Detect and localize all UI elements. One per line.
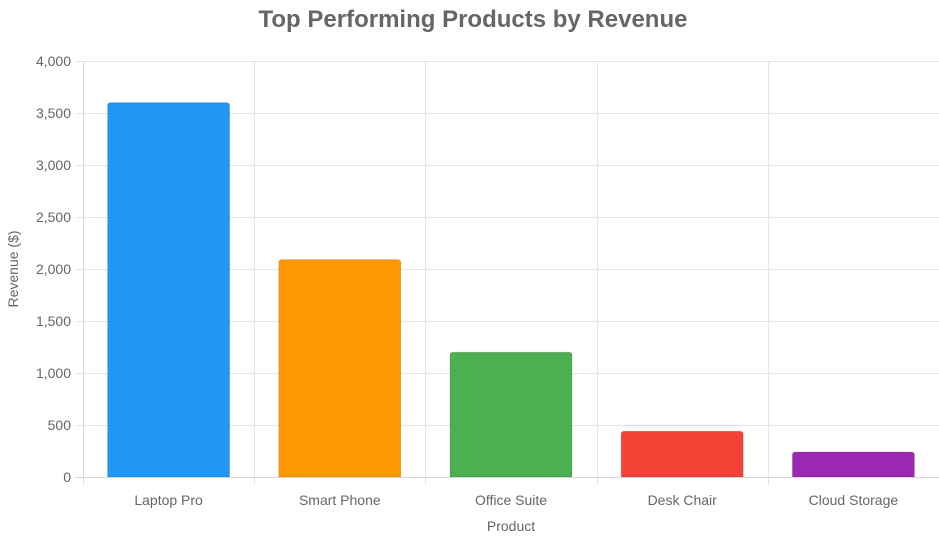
bar-cloud-storage[interactable] (791, 451, 915, 478)
y-tick-label: 1,500 (36, 313, 71, 329)
y-tick-label: 3,500 (36, 105, 71, 121)
axes (75, 61, 939, 478)
y-tick-label: 0 (63, 469, 71, 485)
bars (107, 102, 915, 478)
x-tick-label: Cloud Storage (809, 492, 899, 508)
y-tick-label: 1,000 (36, 365, 71, 381)
chart-title: Top Performing Products by Revenue (259, 6, 688, 33)
x-axis-title: Product (487, 518, 535, 534)
y-tick-labels: 0 500 1,000 1,500 2,000 2,500 3,000 3,500 4,000 (36, 53, 71, 485)
y-axis-title: Revenue ($) (5, 230, 21, 307)
x-tick-labels: Laptop Pro Smart Phone Office Suite Desk Ch… (134, 492, 898, 508)
x-tick-label: Office Suite (475, 492, 547, 508)
y-tick-label: 3,000 (36, 157, 71, 173)
y-tick-label: 2,000 (36, 261, 71, 277)
bar-desk-chair[interactable] (620, 430, 744, 478)
x-tick-label: Laptop Pro (134, 492, 203, 508)
bar-laptop-pro[interactable] (107, 102, 231, 478)
bar-office-suite[interactable] (449, 351, 573, 478)
y-tick-label: 4,000 (36, 53, 71, 69)
y-tick-label: 2,500 (36, 209, 71, 225)
y-tick-label: 500 (48, 417, 72, 433)
bar-smart-phone[interactable] (278, 259, 402, 478)
x-tick-label: Smart Phone (299, 492, 381, 508)
x-tick-label: Desk Chair (648, 492, 718, 508)
